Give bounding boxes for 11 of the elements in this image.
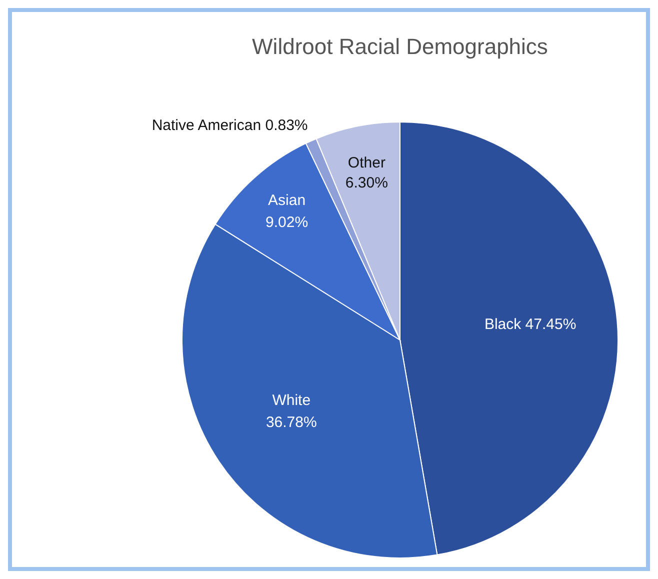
slice-label: Other	[348, 154, 386, 172]
slice-label: Black	[484, 316, 522, 333]
chart-title: Wildroot Racial Demographics	[252, 34, 548, 59]
data-label: 6.30%	[345, 174, 388, 192]
data-label: 9.02%	[266, 214, 308, 232]
slice-label: White	[272, 392, 311, 409]
slice-label: Native American	[152, 117, 262, 134]
data-label: 0.83%	[265, 117, 308, 134]
data-label: 36.78%	[266, 414, 317, 431]
slice-label: Asian	[268, 192, 306, 210]
data-label: 47.45%	[525, 316, 576, 333]
